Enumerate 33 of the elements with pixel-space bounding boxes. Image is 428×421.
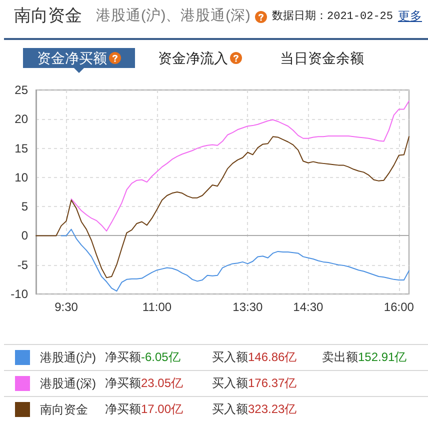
y-tick-label: 0 xyxy=(21,228,28,243)
chart-title: 南向资金 xyxy=(14,6,82,26)
legend-label: 港股通(深) xyxy=(40,376,96,390)
x-tick-label: 13:30 xyxy=(232,300,264,314)
line-series xyxy=(70,100,410,232)
text: 资金净流入 xyxy=(158,49,228,68)
legend-label: 南向资金 xyxy=(40,402,88,416)
text: 更多 xyxy=(398,9,422,24)
line-series xyxy=(36,136,410,278)
y-tick-label: 20 xyxy=(14,112,28,126)
x-tick-label: 14:30 xyxy=(293,300,324,314)
text: 买入额146.86亿 xyxy=(212,350,297,364)
legend-label: 港股通(沪) xyxy=(40,350,96,364)
text: 净买额17.00亿 xyxy=(105,402,184,416)
x-tick-label: 16:00 xyxy=(384,300,414,314)
text: 资金净买额 xyxy=(23,48,135,68)
line-series xyxy=(60,228,410,292)
y-tick-label: 10 xyxy=(14,170,28,184)
text: 数据日期：2021-02-25 xyxy=(272,11,394,24)
y-tick-label: 25 xyxy=(14,83,28,97)
y-tick-label: 5 xyxy=(21,200,28,214)
text: 当日资金余额 xyxy=(280,49,364,68)
y-tick-label: -5 xyxy=(17,258,28,272)
y-tick-label: 15 xyxy=(14,141,28,156)
text: 买入额323.23亿 xyxy=(212,402,297,416)
y-tick-label: -10 xyxy=(10,287,28,301)
x-tick-label: 9:30 xyxy=(54,300,78,314)
text: 卖出额152.91亿 xyxy=(322,350,407,364)
chart-subtitle: 港股通(沪)、港股通(深) xyxy=(96,8,250,26)
text: 买入额176.37亿 xyxy=(212,376,297,390)
text: 净买额23.05亿 xyxy=(105,376,184,390)
x-tick-label: 11:00 xyxy=(142,300,172,314)
text: 净买额-6.05亿 xyxy=(105,350,180,364)
